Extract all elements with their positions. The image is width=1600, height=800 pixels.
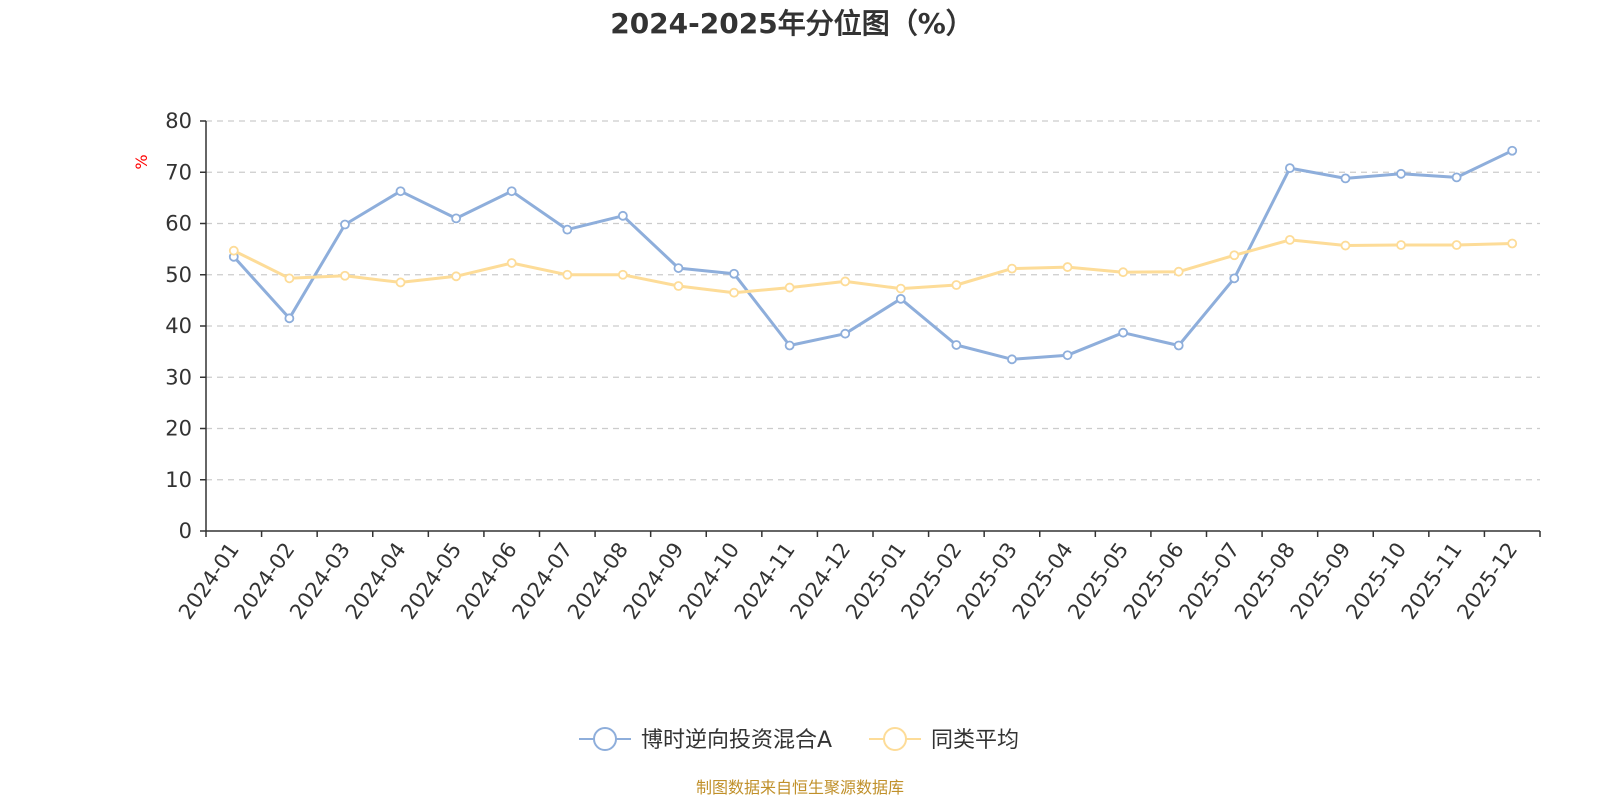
data-point[interactable]	[895, 293, 906, 304]
data-point[interactable]	[729, 287, 739, 298]
data-point[interactable]	[451, 213, 462, 224]
legend-label: 博时逆向投资混合A	[641, 728, 832, 753]
legend-label: 同类平均	[931, 728, 1019, 753]
data-point[interactable]	[1340, 240, 1351, 251]
data-point[interactable]	[951, 340, 962, 350]
data-point[interactable]	[395, 186, 406, 197]
data-point[interactable]	[1451, 172, 1462, 183]
series-line	[233, 238, 1513, 295]
legend-marker	[883, 727, 907, 751]
x-axis-ticks: 2024-012024-022024-032024-042024-052024-…	[174, 531, 1541, 624]
data-point[interactable]	[673, 281, 684, 291]
y-tick-label: 10	[165, 468, 192, 492]
legend[interactable]: 博时逆向投资混合A 同类平均	[579, 727, 1019, 753]
y-tick-label: 30	[165, 365, 192, 389]
data-point[interactable]	[951, 280, 962, 290]
y-tick-label: 70	[165, 160, 192, 184]
data-point[interactable]	[1396, 168, 1406, 179]
data-point[interactable]	[784, 340, 795, 351]
data-point[interactable]	[729, 268, 739, 279]
y-tick-label: 60	[165, 212, 192, 236]
legend-marker	[593, 727, 617, 751]
data-source-note: 制图数据来自恒生聚源数据库	[696, 778, 904, 797]
legend-item-2[interactable]: 同类平均	[869, 727, 1019, 753]
data-point[interactable]	[395, 277, 406, 288]
data-point[interactable]	[1229, 273, 1240, 284]
data-point[interactable]	[284, 313, 295, 324]
data-point[interactable]	[617, 210, 628, 221]
series-2	[228, 234, 1518, 298]
y-axis-unit-label: %	[132, 154, 151, 169]
data-point[interactable]	[1284, 163, 1295, 174]
data-point[interactable]	[506, 186, 517, 197]
data-point[interactable]	[1396, 240, 1406, 250]
y-tick-label: 50	[165, 263, 192, 287]
data-point[interactable]	[1340, 173, 1351, 184]
data-point[interactable]	[506, 258, 517, 268]
y-axis-ticks: 0 10 20 30 40 50 60 70 80	[165, 109, 206, 543]
data-point[interactable]	[840, 328, 851, 339]
data-point[interactable]	[1007, 354, 1017, 365]
series-1	[228, 145, 1518, 365]
data-point[interactable]	[1062, 262, 1073, 272]
data-point[interactable]	[1284, 234, 1295, 245]
data-point[interactable]	[340, 219, 350, 230]
data-point[interactable]	[895, 283, 906, 294]
data-point[interactable]	[1062, 350, 1073, 361]
data-point[interactable]	[840, 276, 851, 287]
data-point[interactable]	[617, 269, 628, 280]
data-point[interactable]	[1507, 145, 1518, 156]
data-point[interactable]	[562, 224, 573, 235]
data-point[interactable]	[284, 273, 295, 284]
data-point[interactable]	[1229, 250, 1240, 261]
series-lines	[228, 145, 1518, 365]
grid-lines	[206, 120, 1540, 481]
chart-title: 2024-2025年分位图（%）	[610, 7, 974, 40]
data-point[interactable]	[1173, 340, 1184, 351]
data-point[interactable]	[1173, 266, 1184, 277]
legend-item-1[interactable]: 博时逆向投资混合A	[579, 727, 832, 753]
data-point[interactable]	[1118, 327, 1129, 338]
data-point[interactable]	[1451, 240, 1462, 250]
data-point[interactable]	[451, 271, 462, 282]
series-line	[232, 149, 1513, 361]
y-tick-label: 20	[165, 417, 192, 441]
data-point[interactable]	[784, 282, 795, 293]
data-point[interactable]	[1118, 267, 1129, 278]
data-point[interactable]	[340, 270, 350, 281]
y-tick-label: 40	[165, 314, 192, 338]
data-point[interactable]	[673, 263, 684, 273]
y-tick-label: 80	[165, 109, 192, 133]
data-point[interactable]	[562, 269, 573, 280]
data-point[interactable]	[1507, 238, 1518, 249]
data-point[interactable]	[1007, 263, 1017, 274]
data-point[interactable]	[228, 245, 239, 256]
y-tick-label: 0	[179, 519, 192, 543]
